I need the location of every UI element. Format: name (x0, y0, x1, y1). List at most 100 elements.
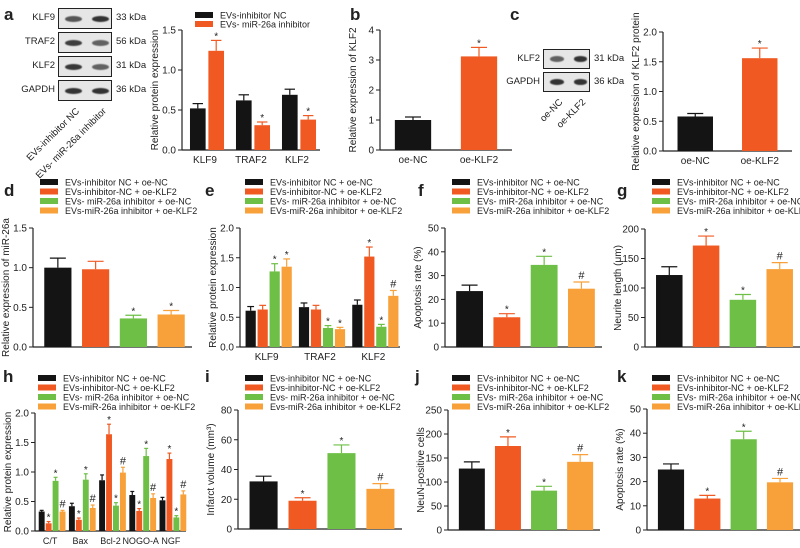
blot-protein-label: KLF2 (32, 60, 55, 71)
bar (249, 481, 278, 529)
y-tick-label: 40 (630, 429, 642, 440)
legend-swatch (452, 394, 470, 400)
panel-label: d (4, 181, 14, 200)
bar (150, 497, 157, 531)
legend-swatch (38, 403, 56, 410)
blot-row-gapdh (543, 72, 590, 92)
blot-row-klf2 (543, 49, 590, 69)
protein-band (550, 79, 564, 86)
legend-swatch (452, 375, 470, 381)
x-tick-label: KLF2 (285, 155, 309, 166)
y-tick-label: 1.0 (162, 66, 176, 77)
blot-protein-label: TRAF2 (24, 36, 55, 47)
significance-mark: * (167, 444, 171, 455)
x-tick-label: NGF (161, 536, 181, 546)
legend-swatch (452, 179, 470, 185)
y-tick-label: 1.0 (15, 468, 29, 479)
bar (82, 269, 110, 347)
bar (494, 446, 521, 530)
bar (189, 108, 206, 150)
legend-label: EVs-inhibitor NC + oe-NC (65, 178, 168, 188)
y-tick-label: 0.5 (220, 313, 234, 324)
y-axis-label: Relative protein expression (208, 227, 219, 348)
blot-kda-label: 31 kDa (594, 53, 625, 64)
y-tick-label: 1 (368, 116, 374, 127)
y-tick-label: 0 (368, 146, 374, 157)
y-axis-label: Neurite length (μm) (613, 245, 624, 331)
y-axis-label: Relative expression of KLF2 protein (631, 12, 642, 170)
bar (180, 494, 187, 531)
y-tick-label: 1.5 (13, 224, 27, 235)
significance-mark: * (77, 509, 81, 520)
legend-label: EVs- miR-26a inhibitor (220, 20, 310, 30)
legend-label: EVs- miR-26a inhibitor + oe-NC (65, 197, 192, 207)
legend-swatch (245, 188, 263, 195)
significance-mark: * (506, 428, 510, 439)
blot-protein-label: KLF9 (32, 12, 55, 23)
legend-label: Evs-miR-26a inhibitor + oe-KLF2 (270, 402, 401, 412)
y-tick-label: 0.0 (162, 146, 176, 157)
blot-kda-label: 36 kDa (594, 76, 625, 87)
bar (106, 434, 112, 531)
bar (730, 439, 757, 530)
y-tick-label: 60 (221, 435, 233, 446)
y-tick-label: 0.0 (13, 343, 27, 354)
bar (656, 275, 683, 347)
bar (460, 56, 498, 150)
y-tick-label: 1.5 (162, 26, 176, 37)
protein-band (65, 63, 82, 70)
y-tick-label: 30 (428, 271, 440, 282)
blot-kda-label: 36 kDa (116, 84, 147, 95)
legend-label: EVs- miR-26a inhibitor + oe-NC (477, 393, 604, 403)
legend-swatch (38, 375, 56, 381)
y-tick-label: 1.5 (15, 438, 29, 449)
panel-label: g (617, 181, 627, 200)
bar (298, 307, 310, 347)
y-tick-label: 0 (433, 343, 439, 354)
bar (322, 327, 334, 347)
bar (281, 266, 292, 347)
legend-swatch (652, 384, 670, 391)
protein-band (65, 39, 82, 46)
significance-mark: * (542, 247, 546, 258)
significance-mark: # (180, 479, 187, 491)
x-tick-label: KLF9 (255, 352, 279, 363)
bar (766, 482, 794, 530)
legend-label: Evs- miR-26a inhibitor + oe-NC (270, 393, 395, 403)
significance-mark: # (120, 455, 127, 467)
bar (334, 329, 346, 347)
significance-mark: * (107, 415, 111, 426)
bar (257, 309, 268, 347)
x-tick-label: oe-KLF2 (460, 155, 499, 166)
y-axis-label: Relative expression of KLF2 (348, 27, 359, 153)
bar (694, 498, 721, 530)
y-tick-label: 50 (628, 313, 640, 324)
significance-mark: * (301, 489, 305, 500)
y-tick-label: 100 (622, 284, 639, 295)
legend-label: EVs-miR-26a inhibitor + oe-KLF2 (677, 206, 800, 216)
y-tick-label: 1.0 (220, 283, 234, 294)
legend-swatch (652, 394, 670, 400)
legend-label: EVs-inhibitor NC + oe-NC (477, 178, 580, 188)
y-tick-label: 0 (635, 526, 641, 537)
y-tick-label: 2.0 (643, 28, 657, 39)
x-tick-label: NOGO-A (122, 536, 159, 546)
significance-mark: * (285, 250, 289, 261)
legend-swatch (245, 384, 263, 391)
protein-band (65, 87, 82, 94)
x-tick-label: oe-NC (399, 155, 428, 166)
panel-label: a (4, 5, 14, 24)
legend-label: EVs-miR-26a inhibitor + oe-KLF2 (477, 402, 609, 412)
protein-band (573, 56, 587, 63)
significance-mark: # (777, 466, 784, 478)
bar (742, 58, 778, 151)
chart-panel-k: k 0 10 20 30 40 50 Apoptosis rate (%) * * # EVs-inh… (615, 367, 800, 537)
legend-label: EVs- miR-26a inhibitor + oe-NC (63, 393, 190, 403)
significance-mark: * (705, 486, 709, 497)
x-tick-label: C/T (43, 536, 58, 546)
legend-swatch (38, 394, 56, 400)
bar (766, 269, 793, 347)
blot-protein-label: GAPDH (21, 84, 55, 95)
bar (68, 506, 75, 531)
blot-protein-label: GAPDH (506, 76, 540, 87)
